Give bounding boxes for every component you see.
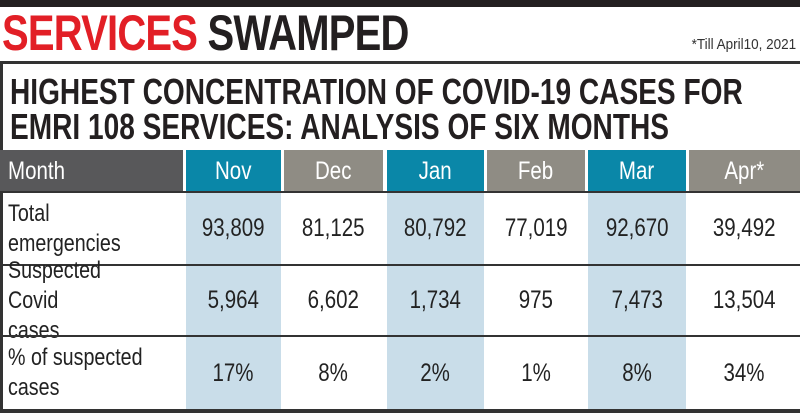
- row-label-line: emergencies: [8, 229, 121, 257]
- table-cell: 13,504: [689, 265, 800, 336]
- table-cell: 7,473: [588, 265, 686, 336]
- cell-value: 8%: [318, 358, 349, 387]
- cell-value: 7,473: [611, 286, 663, 314]
- footnote: *Till April10, 2021: [691, 36, 796, 53]
- cell-value: 1,734: [409, 286, 462, 314]
- row-label-line: cases: [8, 374, 60, 401]
- cell-value: 1%: [521, 358, 551, 387]
- column-band: [588, 192, 686, 410]
- table-cell: 1,734: [387, 265, 484, 336]
- title-line-1: HIGHEST CONCENTRATION OF COVID-19 CASES …: [10, 71, 743, 112]
- cell-value: 6,602: [307, 286, 360, 314]
- cell-value: 81,125: [302, 214, 365, 242]
- row-divider: [0, 335, 800, 337]
- row-label: Suspected Covid cases: [0, 257, 185, 344]
- headline-red: SERVICES: [2, 5, 198, 61]
- table-cell: 5,964: [186, 265, 281, 336]
- title-line-2: EMRI 108 SERVICES: ANALYSIS OF SIX MONTH…: [10, 106, 669, 147]
- column-header-text: Apr*: [724, 156, 765, 185]
- table-cell: 17%: [186, 336, 281, 410]
- table-cell: 2%: [387, 336, 484, 410]
- column-header: Jan: [387, 150, 484, 192]
- cell-value: 77,019: [504, 214, 568, 242]
- column-header-text: Dec: [315, 156, 352, 185]
- column-header: Dec: [284, 150, 383, 192]
- row-label-line: % of suspected: [8, 344, 143, 371]
- header-label-text: Month: [8, 157, 65, 185]
- row-label-line: Suspected Covid: [8, 256, 102, 314]
- row-label-line: Total: [8, 199, 50, 227]
- table-cell: 8%: [588, 336, 686, 410]
- column-header-text: Jan: [418, 156, 453, 185]
- bottom-rule: [0, 409, 800, 413]
- table-cell: 39,492: [689, 192, 800, 265]
- table-cell: 81,125: [284, 192, 383, 265]
- cell-value: 92,670: [605, 214, 669, 242]
- headline: SERVICES SWAMPED: [2, 4, 409, 62]
- cell-value: 2%: [420, 358, 451, 387]
- header-label: Month: [0, 150, 183, 192]
- cell-value: 93,809: [202, 214, 265, 242]
- table-cell: 93,809: [186, 192, 281, 265]
- column-header: Apr*: [689, 150, 800, 192]
- cell-value: 13,504: [713, 286, 776, 314]
- column-header-text: Nov: [215, 156, 252, 185]
- cell-value: 34%: [723, 358, 766, 387]
- column-band: [186, 192, 281, 410]
- table-cell: 80,792: [387, 192, 484, 265]
- column-band: [387, 192, 484, 410]
- table-cell: 8%: [284, 336, 383, 410]
- cell-value: 39,492: [713, 214, 776, 242]
- row-label: % of suspected cases: [0, 336, 185, 410]
- cell-value: 17%: [212, 358, 255, 387]
- cell-value: 80,792: [404, 214, 467, 242]
- row-divider: [0, 264, 800, 266]
- column-header: Nov: [186, 150, 281, 192]
- top-bar: [0, 0, 800, 7]
- row-label-line: cases: [8, 316, 60, 344]
- column-header: Mar: [588, 150, 686, 192]
- column-header-text: Feb: [518, 156, 554, 185]
- cell-value: 5,964: [207, 286, 260, 314]
- table-cell: 6,602: [284, 265, 383, 336]
- cell-value: 8%: [622, 358, 652, 387]
- table-cell: 34%: [689, 336, 800, 410]
- table-cell: 975: [487, 265, 585, 336]
- table-cell: 92,670: [588, 192, 686, 265]
- table-cell: 77,019: [487, 192, 585, 265]
- cell-value: 975: [518, 286, 554, 314]
- table-title: HIGHEST CONCENTRATION OF COVID-19 CASES …: [10, 71, 743, 147]
- header-rule: [0, 191, 800, 193]
- headline-black: SWAMPED: [207, 5, 409, 61]
- column-header: Feb: [487, 150, 585, 192]
- column-header-text: Mar: [619, 156, 655, 185]
- table-cell: 1%: [487, 336, 585, 410]
- row-label: Total emergencies: [0, 192, 185, 265]
